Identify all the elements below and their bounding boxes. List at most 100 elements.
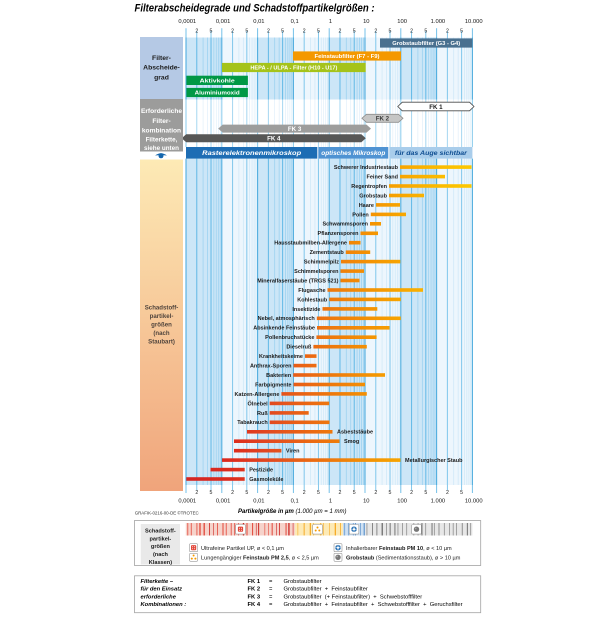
svg-text:Asbeststäube: Asbeststäube — [337, 430, 373, 436]
svg-text:2: 2 — [231, 490, 234, 496]
svg-text:=: = — [269, 579, 273, 585]
svg-text:Lungengängiger Feinstaub PM 2,: Lungengängiger Feinstaub PM 2,5, ø < 2,5… — [201, 555, 319, 561]
svg-text:2: 2 — [374, 490, 377, 496]
svg-text:FK 2: FK 2 — [248, 587, 261, 593]
svg-text:=: = — [269, 594, 273, 600]
svg-text:0,001: 0,001 — [216, 19, 231, 25]
svg-text:Metallurgischer Staub: Metallurgischer Staub — [405, 458, 463, 464]
svg-text:2: 2 — [195, 29, 198, 35]
svg-text:partikel-: partikel- — [150, 313, 174, 320]
svg-text:5: 5 — [210, 29, 213, 35]
svg-text:2: 2 — [267, 490, 270, 496]
svg-text:Grobstaub (Sedimentationsstaub: Grobstaub (Sedimentationsstaub), ø > 10 … — [346, 555, 461, 561]
svg-text:Filter-: Filter- — [152, 55, 171, 62]
svg-text:Schadstoff-: Schadstoff- — [145, 529, 176, 535]
svg-text:0,0001: 0,0001 — [178, 498, 196, 504]
svg-text:Haare: Haare — [359, 203, 374, 209]
svg-text:Feinstaubfilter (F7 - F9): Feinstaubfilter (F7 - F9) — [315, 54, 380, 60]
svg-text:FK 1: FK 1 — [429, 104, 443, 111]
svg-text:Krankheitskeime: Krankheitskeime — [259, 354, 303, 360]
svg-text:Smog: Smog — [344, 439, 359, 445]
svg-text:FK 1: FK 1 — [248, 579, 261, 585]
svg-text:(nach: (nach — [153, 330, 170, 337]
svg-text:Schadstoff-: Schadstoff- — [145, 305, 179, 312]
svg-text:5: 5 — [353, 29, 356, 35]
svg-text:größen: größen — [151, 322, 172, 329]
svg-text:Grobstaubfilter + Feinstaubf: Grobstaubfilter + Feinstaubfilter + Schw… — [284, 602, 463, 608]
svg-text:Ruß: Ruß — [257, 411, 268, 417]
svg-text:5: 5 — [317, 29, 320, 35]
svg-text:5: 5 — [245, 29, 248, 35]
svg-text:FK 2: FK 2 — [376, 116, 390, 123]
svg-text:(nach: (nach — [153, 552, 169, 558]
svg-text:5: 5 — [245, 490, 248, 496]
svg-text:grad: grad — [154, 75, 169, 82]
svg-text:Pollenbruchstücke: Pollenbruchstücke — [265, 335, 314, 341]
svg-text:Insektizide: Insektizide — [292, 307, 320, 313]
svg-text:Gasmoleküle: Gasmoleküle — [249, 477, 283, 483]
svg-text:0,1: 0,1 — [291, 19, 299, 25]
svg-text:=: = — [269, 587, 273, 593]
svg-text:5: 5 — [389, 490, 392, 496]
svg-text:1: 1 — [329, 498, 332, 504]
svg-text:2: 2 — [195, 490, 198, 496]
svg-text:Schimmelpilz: Schimmelpilz — [304, 260, 339, 266]
svg-text:für den Einsatz: für den Einsatz — [141, 587, 183, 593]
svg-text:2: 2 — [374, 29, 377, 35]
svg-text:FK 3: FK 3 — [248, 594, 261, 600]
svg-text:2: 2 — [267, 29, 270, 35]
svg-text:Klassen): Klassen) — [149, 560, 172, 566]
svg-text:0,1: 0,1 — [291, 498, 299, 504]
svg-text:2: 2 — [303, 29, 306, 35]
svg-text:Grobstaubfilter + Feinstaubf: Grobstaubfilter + Feinstaubfilter — [284, 587, 368, 593]
svg-text:Grobstaubfilter (+ Feinstaubf: Grobstaubfilter (+ Feinstaubfilter) + Sc… — [284, 594, 423, 600]
svg-text:Aluminiumoxid: Aluminiumoxid — [195, 91, 240, 97]
svg-text:Partikelgröße in µm (1.000 µm: Partikelgröße in µm (1.000 µm = 1 mm) — [238, 509, 346, 515]
svg-text:2: 2 — [231, 29, 234, 35]
svg-text:5: 5 — [281, 29, 284, 35]
svg-text:Kombinationen :: Kombinationen : — [141, 602, 187, 608]
svg-text:2: 2 — [339, 490, 342, 496]
svg-text:Inhalierbarer Feinstaub PM 10,: Inhalierbarer Feinstaub PM 10, ø < 10 µm — [346, 546, 452, 552]
svg-text:2: 2 — [339, 29, 342, 35]
svg-text:1: 1 — [329, 19, 332, 25]
svg-text:100: 100 — [397, 19, 407, 25]
svg-text:GRAFIK-0216-00-DE ©TROTEC: GRAFIK-0216-00-DE ©TROTEC — [135, 511, 199, 516]
svg-text:Nebel, atmosphärisch: Nebel, atmosphärisch — [258, 316, 316, 322]
svg-text:FK 4: FK 4 — [267, 136, 281, 143]
svg-text:größen: größen — [151, 544, 171, 550]
svg-text:5: 5 — [210, 490, 213, 496]
svg-text:optisches Mikroskop: optisches Mikroskop — [321, 150, 385, 157]
svg-text:Hausstaubmilben-Allergene: Hausstaubmilben-Allergene — [274, 241, 347, 247]
svg-text:Filter-: Filter- — [152, 118, 170, 125]
svg-text:2: 2 — [410, 29, 413, 35]
svg-text:10: 10 — [363, 498, 369, 504]
svg-text:10.000: 10.000 — [465, 498, 483, 504]
svg-text:FK 4: FK 4 — [248, 602, 261, 608]
svg-text:Dieselruß: Dieselruß — [286, 345, 312, 351]
svg-text:5: 5 — [460, 29, 463, 35]
svg-text:Anthrax-Sporen: Anthrax-Sporen — [250, 364, 292, 370]
svg-text:Tabakrauch: Tabakrauch — [237, 420, 268, 426]
svg-text:5: 5 — [317, 490, 320, 496]
svg-text:Bakterien: Bakterien — [266, 373, 292, 379]
svg-text:=: = — [269, 602, 273, 608]
svg-text:Schwerer Industriestaub: Schwerer Industriestaub — [334, 165, 399, 171]
svg-text:Grobstaub: Grobstaub — [359, 193, 387, 199]
svg-text:5: 5 — [460, 490, 463, 496]
svg-text:2: 2 — [446, 490, 449, 496]
svg-text:Grobstaubfilter (G3 - G4): Grobstaubfilter (G3 - G4) — [392, 41, 460, 47]
svg-text:partikel-: partikel- — [150, 536, 172, 542]
svg-text:2: 2 — [303, 490, 306, 496]
svg-text:100: 100 — [397, 498, 407, 504]
svg-text:Kohlestaub: Kohlestaub — [297, 297, 328, 303]
svg-text:Aktivkohle: Aktivkohle — [200, 79, 236, 85]
svg-text:5: 5 — [424, 490, 427, 496]
svg-text:5: 5 — [353, 490, 356, 496]
svg-text:Ölnebel: Ölnebel — [248, 400, 269, 407]
svg-text:0,001: 0,001 — [216, 498, 231, 504]
svg-text:Feiner Sand: Feiner Sand — [367, 175, 398, 181]
svg-text:0,01: 0,01 — [253, 19, 264, 25]
svg-text:Flugasche: Flugasche — [298, 288, 325, 294]
svg-text:Pflanzensporen: Pflanzensporen — [318, 231, 360, 237]
